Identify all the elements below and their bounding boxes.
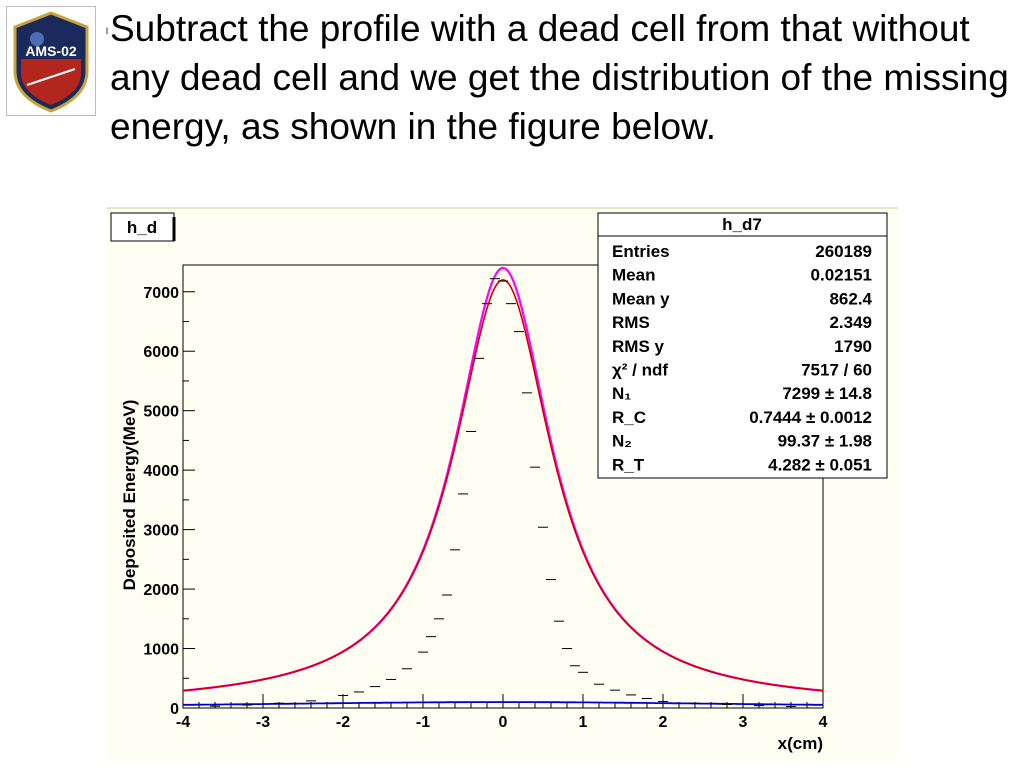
y-tick-label: 7000	[143, 285, 179, 302]
curve-model-2	[182, 279, 824, 692]
plot-panel: 0 1000 2000 3000 4000 5000 6000 7000 -4 -3 -2 -1 0 1…	[107, 207, 898, 762]
plot-canvas: 0 1000 2000 3000 4000 5000 6000 7000 -4 -3 -2 -1 0 1…	[110, 212, 888, 753]
y-tick-label: 2000	[143, 582, 179, 599]
stats-value: 0.02151	[811, 266, 872, 285]
stats-value: 7517 / 60	[801, 361, 872, 380]
x-tick-label: 1	[579, 714, 588, 731]
x-tick-label: 2	[659, 714, 668, 731]
stats-label: Entries	[612, 242, 670, 261]
stats-value: 7299 ± 14.8	[782, 384, 872, 403]
stats-title: h_d7	[722, 215, 762, 234]
y-tick-label: 6000	[143, 344, 179, 361]
y-tick-label: 4000	[143, 463, 179, 480]
svg-text:AMS-02: AMS-02	[25, 43, 77, 59]
bullet-mark: l	[106, 26, 108, 36]
stats-value: 0.7444 ± 0.0012	[749, 408, 872, 427]
x-tick-label: 4	[819, 714, 828, 731]
x-axis-label: x(cm)	[778, 734, 823, 753]
stats-label: χ² / ndf	[612, 361, 668, 380]
stats-value: 1790	[834, 337, 872, 356]
stats-label: R_C	[612, 408, 646, 427]
stats-value: 260189	[815, 242, 872, 261]
y-tick-label: 3000	[143, 523, 179, 540]
ams-02-logo: AMS-02	[6, 6, 96, 116]
y-tick-label: 5000	[143, 404, 179, 421]
stats-label: N₁	[612, 384, 631, 403]
x-axis: -4 -3 -2 -1 0 1 2 3 4	[176, 694, 828, 731]
x-tick-label: -3	[256, 714, 270, 731]
stats-value: 862.4	[829, 289, 872, 308]
stats-label: Mean y	[612, 289, 670, 308]
stats-label: Mean	[612, 266, 655, 285]
x-tick-label: 3	[739, 714, 748, 731]
stats-label: RMS	[612, 313, 650, 332]
stats-box: h_d7 Entries 260189 Mean 0.02151 Mean y 862.4…	[597, 212, 888, 479]
x-tick-label: -4	[176, 714, 190, 731]
x-tick-label: 0	[499, 714, 508, 731]
x-tick-label: -2	[336, 714, 350, 731]
curves	[182, 266, 824, 706]
data-points	[210, 278, 796, 708]
histogram-title-box: h_d	[110, 212, 176, 242]
stats-value: 2.349	[829, 313, 872, 332]
stats-value: 4.282 ± 0.051	[768, 455, 872, 474]
stats-label: N₂	[612, 432, 632, 451]
curve-tail-3	[183, 701, 823, 706]
x-tick-label: -1	[416, 714, 430, 731]
y-tick-label: 0	[170, 701, 179, 718]
y-axis: 0 1000 2000 3000 4000 5000 6000 7000	[143, 285, 195, 718]
stats-label: R_T	[612, 455, 645, 474]
stats-value: 99.37 ± 1.98	[778, 432, 872, 451]
histogram-title: h_d	[127, 218, 157, 237]
stats-label: RMS y	[612, 337, 665, 356]
y-tick-label: 1000	[143, 642, 179, 659]
slide-text: Subtract the profile with a dead cell fr…	[110, 8, 1009, 147]
y-axis-label: Deposited Energy(MeV)	[120, 400, 139, 591]
